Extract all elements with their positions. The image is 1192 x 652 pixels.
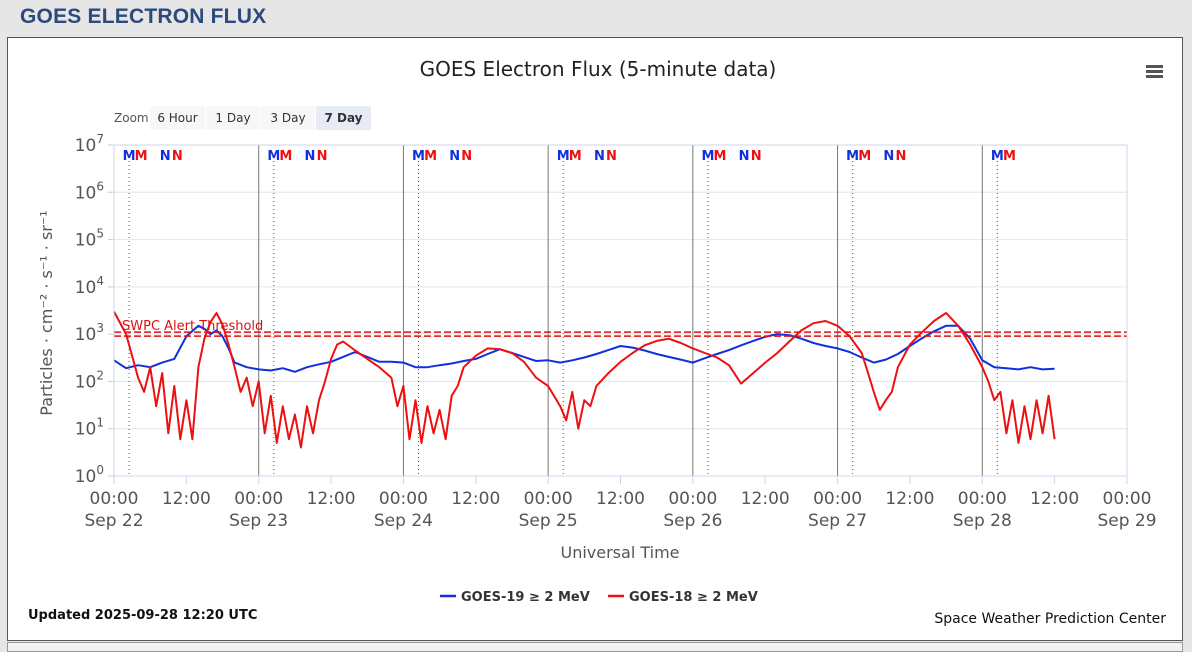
x-tick-time: 12:00 <box>741 489 790 509</box>
y-tick-label: 101 <box>75 416 104 440</box>
marker-label: N <box>606 149 617 164</box>
marker-label: M <box>267 149 280 164</box>
legend-label: GOES-18 ≥ 2 MeV <box>629 590 758 605</box>
x-tick-time: 00:00 <box>1103 489 1152 509</box>
x-tick-time: 12:00 <box>596 489 645 509</box>
zoom-bar: Zoom 6 Hour 1 Day 3 Day 7 Day <box>114 106 371 130</box>
zoom-button-bg <box>261 106 315 130</box>
zoom-button-bg <box>150 106 205 130</box>
marker-label: M <box>846 149 859 164</box>
marker-label: N <box>751 149 762 164</box>
y-tick-label: 104 <box>75 274 104 298</box>
x-tick-date: Sep 24 <box>374 511 433 531</box>
legend-item-goes18[interactable]: GOES-18 ≥ 2 MeV <box>608 590 758 605</box>
y-tick-label: 106 <box>75 179 104 203</box>
page-title: GOES ELECTRON FLUX <box>20 5 267 28</box>
zoom-button-7-day[interactable]: 7 Day <box>316 106 371 130</box>
marker-label: M <box>557 149 570 164</box>
x-tick-date: Sep 27 <box>808 511 867 531</box>
y-tick-label: 105 <box>75 227 104 251</box>
credit-text: Space Weather Prediction Center <box>934 611 1166 627</box>
x-tick-time: 00:00 <box>234 489 283 509</box>
marker-label: M <box>424 149 437 164</box>
chart-title: GOES Electron Flux (5-minute data) <box>420 57 777 81</box>
x-tick-time: 12:00 <box>1030 489 1079 509</box>
marker-label: M <box>569 149 582 164</box>
zoom-button-3-day[interactable]: 3 Day <box>261 106 315 130</box>
x-tick-time: 00:00 <box>668 489 717 509</box>
zoom-button-label: 6 Hour <box>157 111 197 125</box>
x-tick-time: 12:00 <box>162 489 211 509</box>
zoom-label: Zoom <box>114 111 149 125</box>
y-axis-title: Particles · cm⁻² · s⁻¹ · sr⁻¹ <box>37 210 56 415</box>
marker-label: N <box>172 149 183 164</box>
zoom-button-6-hour[interactable]: 6 Hour <box>150 106 205 130</box>
x-tick-time: 12:00 <box>451 489 500 509</box>
marker-label: M <box>123 149 136 164</box>
day-lines <box>258 145 983 476</box>
marker-label: N <box>305 149 316 164</box>
zoom-button-1-day[interactable]: 1 Day <box>206 106 260 130</box>
marker-label: M <box>1003 149 1016 164</box>
marker-label: N <box>317 149 328 164</box>
marker-label: M <box>412 149 425 164</box>
series-goes19-line <box>113 324 1055 373</box>
marker-label: N <box>594 149 605 164</box>
zoom-button-bg <box>316 106 371 130</box>
marker-label: N <box>883 149 894 164</box>
x-tick-date: Sep 25 <box>519 511 578 531</box>
zoom-button-label: 3 Day <box>270 111 305 125</box>
marker-label: M <box>135 149 148 164</box>
x-tick-date: Sep 22 <box>84 511 143 531</box>
marker-label: M <box>279 149 292 164</box>
x-axis-title: Universal Time <box>560 543 679 562</box>
marker-label: N <box>461 149 472 164</box>
series-goes18-line <box>113 311 1056 449</box>
x-tick-time: 00:00 <box>379 489 428 509</box>
marker-label: M <box>701 149 714 164</box>
marker-label: N <box>739 149 750 164</box>
marker-label: N <box>895 149 906 164</box>
legend-item-goes19[interactable]: GOES-19 ≥ 2 MeV <box>440 590 590 605</box>
legend: GOES-19 ≥ 2 MeV GOES-18 ≥ 2 MeV <box>440 590 758 605</box>
x-tick-date: Sep 29 <box>1097 511 1156 531</box>
y-tick-label: 103 <box>75 321 104 345</box>
bottom-strip <box>7 642 1183 652</box>
zoom-button-bg <box>206 106 260 130</box>
legend-label: GOES-19 ≥ 2 MeV <box>461 590 590 605</box>
series-lines <box>113 311 1056 449</box>
y-tick-label: 107 <box>75 132 104 156</box>
x-tick-time: 00:00 <box>958 489 1007 509</box>
y-tick-label: 102 <box>75 368 104 392</box>
marker-label: M <box>991 149 1004 164</box>
zoom-button-label: 7 Day <box>324 111 362 125</box>
x-tick-date: Sep 28 <box>953 511 1012 531</box>
marker-label: M <box>858 149 871 164</box>
x-tick-date: Sep 26 <box>663 511 722 531</box>
updated-text: Updated 2025-09-28 12:20 UTC <box>28 608 257 623</box>
marker-label: N <box>160 149 171 164</box>
hamburger-menu-icon[interactable] <box>1146 63 1164 79</box>
dotted-lines <box>128 157 998 476</box>
x-tick-time: 00:00 <box>90 489 139 509</box>
threshold: SWPC Alert Threshold <box>114 319 1127 337</box>
marker-label: N <box>449 149 460 164</box>
x-tick-time: 12:00 <box>885 489 934 509</box>
marker-label: M <box>714 149 727 164</box>
threshold-label: SWPC Alert Threshold <box>122 319 263 334</box>
chart-text: GOES Electron Flux (5-minute data) Unive… <box>28 57 1166 627</box>
x-tick-time: 00:00 <box>813 489 862 509</box>
zoom-button-label: 1 Day <box>215 111 250 125</box>
y-tick-label: 100 <box>75 463 104 487</box>
x-tick-time: 00:00 <box>524 489 573 509</box>
x-tick-date: Sep 23 <box>229 511 288 531</box>
x-tick-time: 12:00 <box>307 489 356 509</box>
grid <box>114 144 1127 477</box>
